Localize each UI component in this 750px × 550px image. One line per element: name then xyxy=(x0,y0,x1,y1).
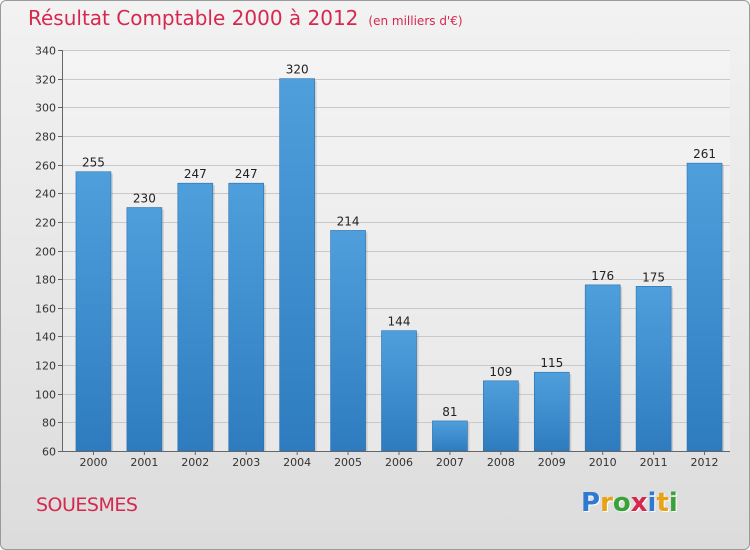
bar-2005 xyxy=(330,230,366,452)
chart-title-block: Résultat Comptable 2000 à 2012 (en millie… xyxy=(28,6,463,30)
x-tick-label-2001: 2001 xyxy=(130,456,158,469)
value-label-2000: 255 xyxy=(82,156,105,170)
y-tick-label: 340 xyxy=(35,45,56,58)
value-label-2001: 230 xyxy=(133,192,156,206)
x-tick-label-2008: 2008 xyxy=(487,456,515,469)
axes xyxy=(58,50,730,455)
y-tick-label: 320 xyxy=(35,74,56,87)
y-tick-label: 80 xyxy=(42,417,56,430)
value-label-2007: 81 xyxy=(442,405,457,419)
chart-title: Résultat Comptable 2000 à 2012 xyxy=(28,6,359,30)
x-tick-label-2005: 2005 xyxy=(334,456,362,469)
value-label-2005: 214 xyxy=(337,214,360,228)
bars xyxy=(75,78,725,452)
bar-2001 xyxy=(126,207,163,452)
x-tick-label-2010: 2010 xyxy=(589,456,617,469)
logo-letter: i xyxy=(668,488,678,518)
x-tick-label-2011: 2011 xyxy=(640,456,668,469)
y-tick-label: 140 xyxy=(35,331,56,344)
bar-2008 xyxy=(483,380,519,452)
bar-2009 xyxy=(533,371,570,452)
x-tick-label-2000: 2000 xyxy=(79,456,107,469)
bar-2010 xyxy=(584,284,621,452)
y-tick-label: 60 xyxy=(42,446,56,459)
value-label-2006: 144 xyxy=(388,315,411,329)
y-tick-label: 240 xyxy=(35,188,56,201)
value-label-2009: 115 xyxy=(540,356,563,370)
logo-letter: x xyxy=(630,488,648,518)
bar-2002 xyxy=(177,182,214,452)
logo-letter: o xyxy=(612,488,631,518)
bar-2006 xyxy=(381,330,417,452)
value-label-2004: 320 xyxy=(286,63,309,77)
x-tick-label-2009: 2009 xyxy=(538,456,566,469)
chart-subtitle: (en milliers d'€) xyxy=(368,14,463,28)
y-tick-label: 300 xyxy=(35,102,56,115)
value-label-2010: 176 xyxy=(591,269,614,283)
x-tick-label-2004: 2004 xyxy=(283,456,311,469)
y-tick-label: 100 xyxy=(35,389,56,402)
logo-letter: r xyxy=(600,488,613,518)
x-tick-label-2003: 2003 xyxy=(232,456,260,469)
bar-2012 xyxy=(686,162,723,452)
commune-name: SOUESMES xyxy=(36,494,138,516)
proxiti-logo[interactable]: Proxiti xyxy=(581,488,678,518)
value-label-2002: 247 xyxy=(184,167,207,181)
logo-letter: i xyxy=(647,488,657,518)
value-label-2003: 247 xyxy=(235,167,258,181)
y-tick-label: 180 xyxy=(35,274,56,287)
bar-2003 xyxy=(228,182,265,452)
y-tick-label: 120 xyxy=(35,360,56,373)
value-label-2012: 261 xyxy=(693,147,716,161)
bar-2007 xyxy=(432,420,468,452)
bar-2004 xyxy=(279,78,315,452)
y-tick-label: 160 xyxy=(35,303,56,316)
y-tick-label: 220 xyxy=(35,217,56,230)
value-label-2011: 175 xyxy=(642,270,665,284)
y-tick-label: 200 xyxy=(35,246,56,259)
bar-2000 xyxy=(75,171,112,452)
logo-letter: P xyxy=(581,488,601,518)
labels: 60 80 100 120 140 160 180 200 220 240 260 280 300 320… xyxy=(35,45,719,470)
x-tick-label-2012: 2012 xyxy=(691,456,719,469)
y-tick-label: 260 xyxy=(35,160,56,173)
logo-letter: t xyxy=(656,488,669,518)
bar-2011 xyxy=(635,286,672,452)
y-tick-label: 280 xyxy=(35,131,56,144)
value-label-2008: 109 xyxy=(489,365,512,379)
x-tick-label-2006: 2006 xyxy=(385,456,413,469)
x-tick-label-2007: 2007 xyxy=(436,456,464,469)
x-tick-label-2002: 2002 xyxy=(181,456,209,469)
